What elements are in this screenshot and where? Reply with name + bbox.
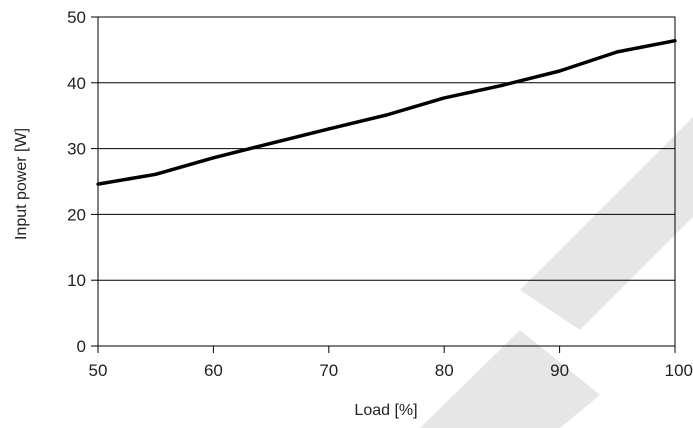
y-axis-title: Input power [W] (13, 128, 30, 240)
x-tick-labels: 50 60 70 80 90 100 (89, 361, 693, 380)
watermark-band (420, 330, 600, 428)
grid-lines (91, 16, 676, 353)
data-point-0-50 (96, 182, 100, 186)
data-point-0-65 (269, 141, 273, 145)
plot-frame (97, 16, 676, 347)
series-line-0 (97, 38, 676, 186)
series-group (96, 38, 677, 186)
data-point-0-55 (154, 172, 158, 176)
x-tick-label-80: 80 (435, 361, 454, 380)
y-tick-label-50: 50 (67, 8, 86, 27)
watermark (420, 117, 693, 428)
x-tick-label-60: 60 (204, 361, 223, 380)
data-point-0-60 (211, 156, 215, 160)
y-tick-label-0: 0 (77, 337, 86, 356)
y-tick-label-10: 10 (67, 271, 86, 290)
data-point-0-95 (615, 50, 619, 54)
y-tick-labels: 0 10 20 30 40 50 (67, 8, 86, 356)
x-tick-label-100: 100 (665, 361, 693, 380)
y-tick-label-20: 20 (67, 205, 86, 224)
x-tick-label-70: 70 (319, 361, 338, 380)
data-point-0-100 (673, 39, 677, 43)
x-tick-label-50: 50 (89, 361, 108, 380)
y-tick-label-40: 40 (67, 74, 86, 93)
data-point-0-85 (500, 83, 504, 88)
data-point-0-70 (327, 127, 331, 131)
data-point-0-90 (558, 69, 562, 73)
data-point-0-80 (442, 96, 446, 100)
watermark-band (520, 117, 693, 330)
x-axis-title: Load [%] (354, 402, 417, 419)
data-point-0-75 (384, 113, 389, 117)
plot-area-border (97, 16, 676, 347)
x-tick-label-90: 90 (550, 361, 569, 380)
y-tick-label-30: 30 (67, 140, 86, 159)
